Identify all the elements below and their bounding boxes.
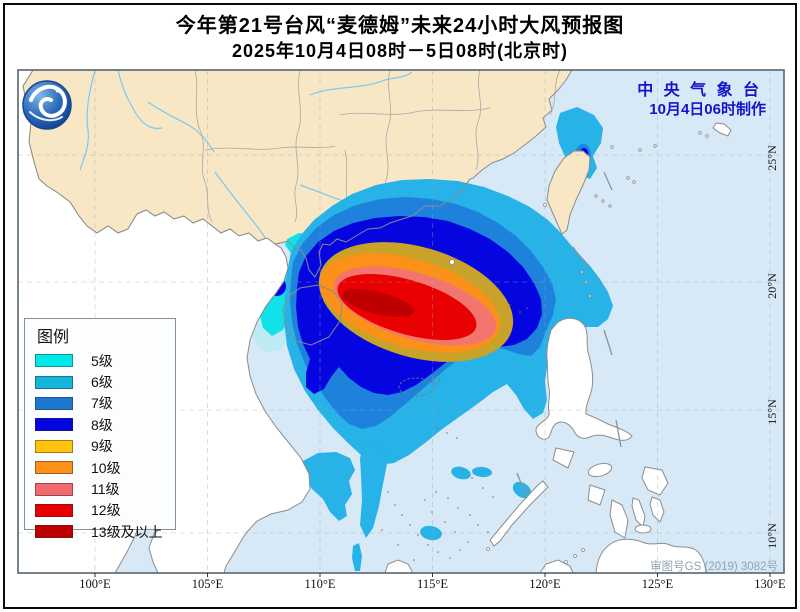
mindanao [595, 538, 707, 574]
issue-time: 10月4日06时制作 [649, 100, 766, 118]
svg-text:20°N: 20°N [765, 273, 779, 299]
svg-text:120°E: 120°E [529, 577, 561, 591]
islets [449, 131, 709, 564]
legend-title: 图例 [37, 329, 70, 346]
svg-text:100°E: 100°E [79, 577, 111, 591]
samar [641, 466, 669, 496]
negros [609, 499, 629, 539]
leyte [649, 496, 665, 523]
legend-row: 6级 [35, 371, 175, 392]
svg-text:130°E: 130°E [754, 577, 786, 591]
legend-swatch-6 [35, 375, 73, 389]
legend-swatch-12 [35, 503, 73, 517]
svg-text:110°E: 110°E [305, 577, 336, 591]
panay [587, 484, 606, 506]
legend-swatch-9 [35, 439, 73, 453]
svg-text:115°E: 115°E [417, 577, 448, 591]
okinawa [712, 122, 732, 137]
legend-row: 9级 [35, 436, 175, 457]
legend-row: 7级 [35, 393, 175, 414]
cma-logo [22, 80, 72, 130]
mindoro [552, 447, 575, 469]
bohol [634, 524, 652, 534]
reef-speckles [381, 304, 528, 561]
palawan [489, 480, 549, 547]
graticule [18, 70, 784, 573]
legend: 图例 5级 6级 7级 8级 9级 10级 11级 [24, 318, 176, 540]
legend-label: 6级 [91, 374, 113, 391]
legend-row: 8级 [35, 414, 175, 435]
svg-text:25°N: 25°N [765, 145, 779, 171]
page-title: 今年第21号台风“麦德姆”未来24小时大风预报图 [175, 15, 625, 37]
legend-swatch-5 [35, 354, 73, 368]
legend-label: 8级 [91, 416, 113, 433]
svg-text:10°N: 10°N [765, 523, 779, 549]
wind-field [230, 107, 613, 571]
svg-text:125°E: 125°E [642, 577, 674, 591]
taiwan-island [546, 150, 591, 235]
lat-labels: 25°N 20°N 15°N 10°N [765, 145, 779, 549]
axis-ticks [94, 573, 771, 577]
legend-row: 12级 [35, 500, 175, 521]
legend-swatch-7 [35, 396, 73, 410]
issuer-name: 中 央 气 象 台 [637, 80, 762, 99]
legend-swatch-10 [35, 461, 73, 475]
luzon-island [535, 317, 633, 441]
map-frame [17, 69, 785, 574]
legend-row: 13级及以上 [35, 521, 175, 542]
boundary-dashes [516, 171, 622, 499]
legend-label: 11级 [91, 481, 120, 498]
legend-row: 11级 [35, 478, 175, 499]
legend-label: 9级 [91, 438, 113, 455]
island-group-dashed [398, 375, 441, 397]
legend-label: 12级 [91, 502, 121, 519]
svg-text:105°E: 105°E [192, 577, 224, 591]
legend-label: 7级 [91, 395, 113, 412]
map-approval-note: 审图号GS (2019) 3082号 [650, 559, 778, 573]
legend-swatch-11 [35, 482, 73, 496]
legend-label: 5级 [91, 352, 113, 369]
legend-label: 13级及以上 [91, 523, 163, 540]
legend-swatch-13 [35, 525, 73, 539]
legend-row: 5级 [35, 350, 175, 371]
legend-swatch-8 [35, 418, 73, 432]
lon-labels: 100°E 105°E 110°E 115°E 120°E 125°E 130°… [79, 577, 786, 591]
issuer-credit: 中 央 气 象 台 10月4日06时制作 [637, 80, 766, 118]
page-subtitle: 2025年10月4日08时－5日08时(北京时) [231, 41, 569, 61]
legend-row: 10级 [35, 457, 175, 478]
svg-text:15°N: 15°N [765, 399, 779, 425]
legend-label: 10级 [91, 459, 121, 476]
